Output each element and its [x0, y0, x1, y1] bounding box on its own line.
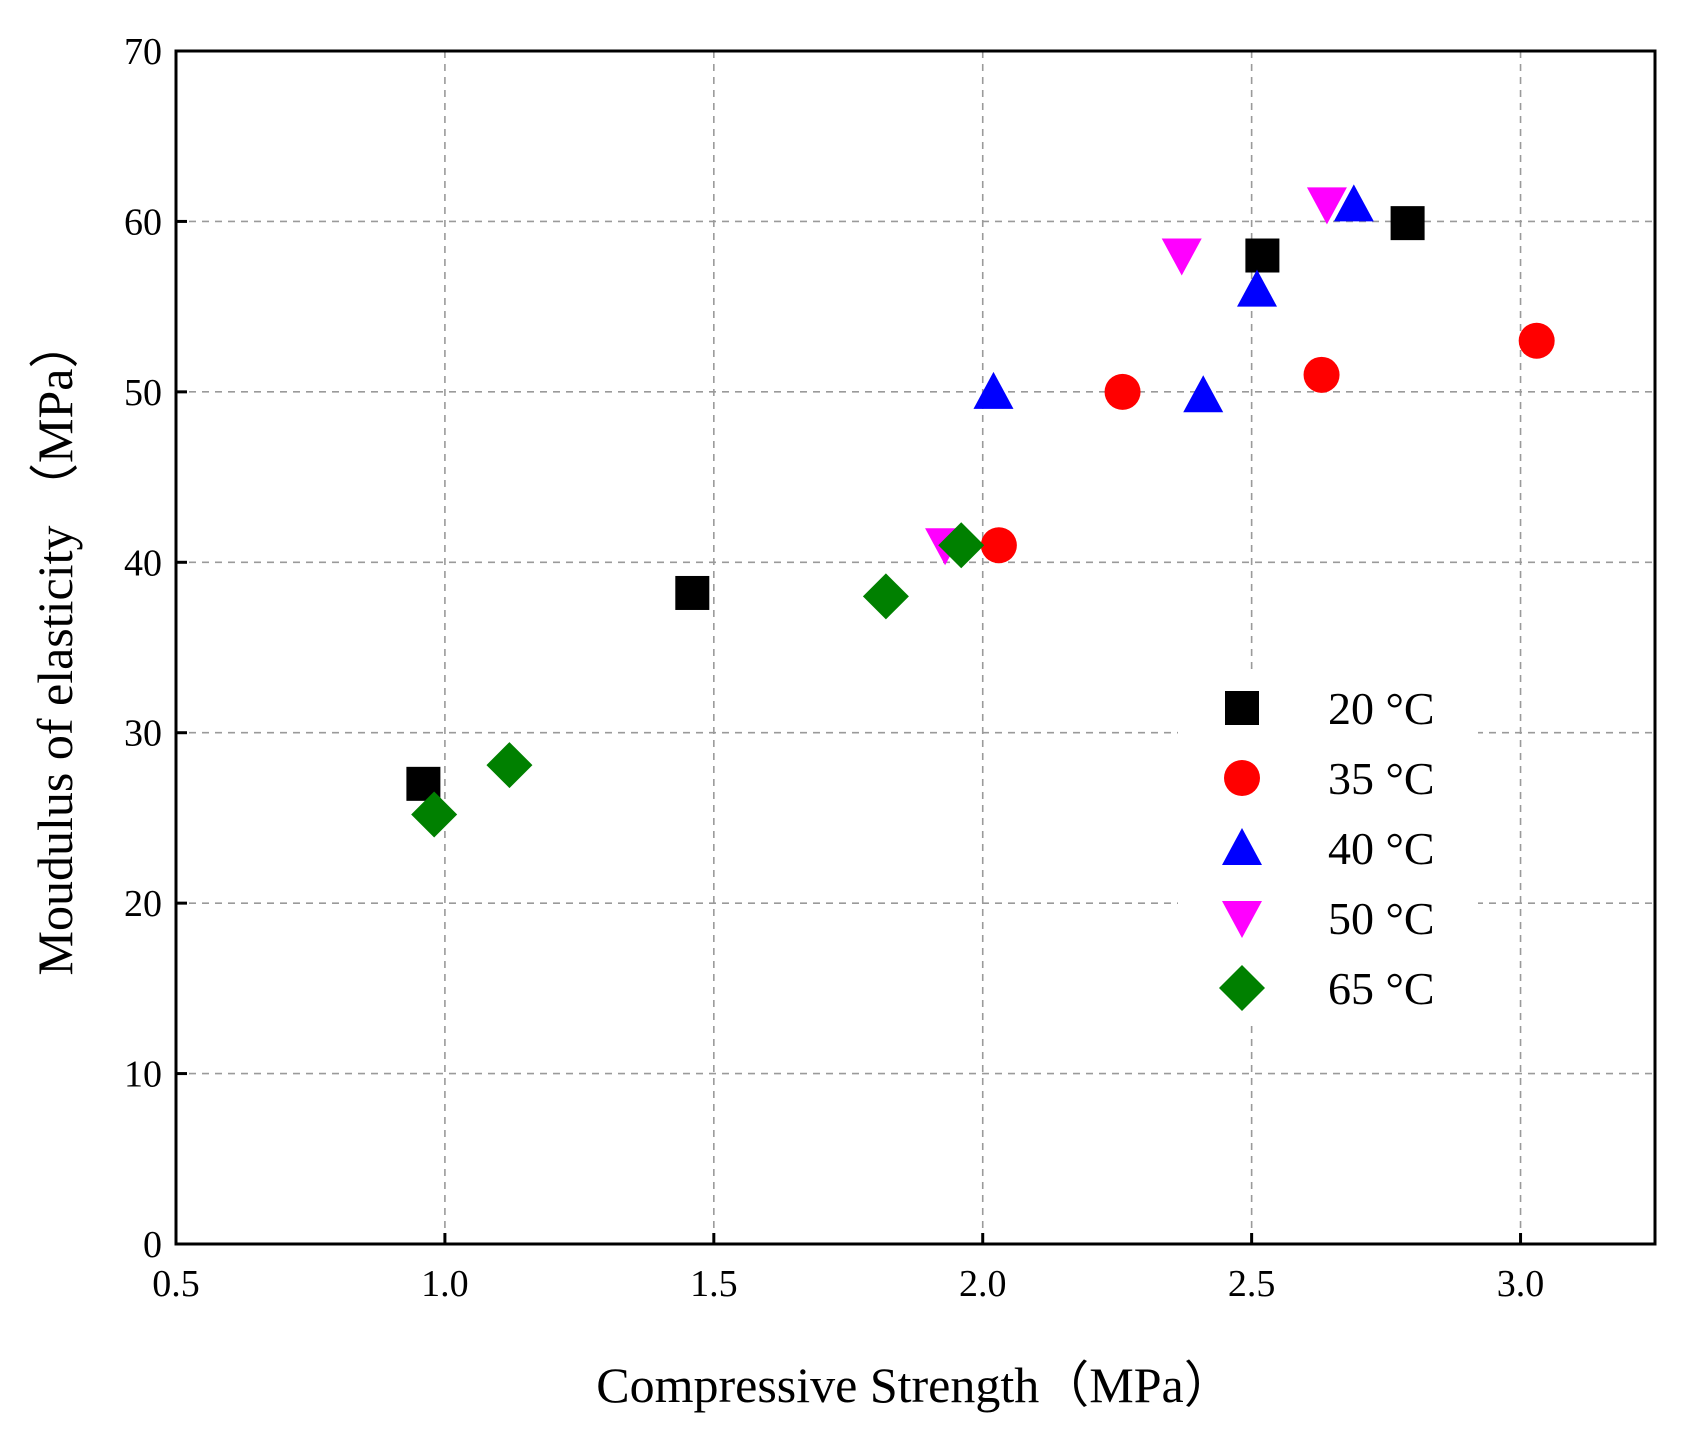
data-point-35CC: [980, 527, 1017, 564]
y-tick-label: 60: [124, 201, 162, 243]
data-point-20CC: [675, 575, 710, 610]
legend-marker: [1222, 901, 1262, 938]
data-point-65CC: [411, 791, 458, 838]
y-axis-title: Moudulus of elasticity （MPa）: [27, 319, 83, 976]
data-point-65CC: [862, 573, 909, 620]
y-tick-label: 20: [124, 883, 162, 925]
axis-ticks: 0.5 1.0 1.5 2.0 2.5 3.0 0 10 20 30 40 50 60 70: [124, 31, 1544, 1305]
legend-marker: [1222, 828, 1262, 865]
data-point-40CC: [1237, 269, 1278, 307]
data-point-35CC: [1303, 356, 1340, 393]
y-tick-label: 40: [124, 542, 162, 584]
x-tick-label: 1.0: [421, 1263, 469, 1305]
x-tick-label: 3.0: [1497, 1263, 1545, 1305]
data-point-50CC: [1161, 238, 1202, 276]
data-point-65CC: [486, 742, 533, 789]
legend-label: 50 °C: [1328, 893, 1435, 944]
x-tick-label: 0.5: [152, 1263, 200, 1305]
legend-marker: [1219, 965, 1265, 1011]
grid-lines: [176, 51, 1655, 1244]
legend-label: 35 °C: [1328, 753, 1435, 804]
legend-box: [1178, 672, 1478, 1024]
x-tick-label: 1.5: [690, 1263, 738, 1305]
data-point-20CC: [1245, 238, 1280, 273]
legend: 20 °C 35 °C 40 °C 50 °C 65 °C: [1178, 672, 1478, 1024]
legend-label: 40 °C: [1328, 823, 1435, 874]
legend-label: 65 °C: [1328, 963, 1435, 1014]
y-tick-label: 30: [124, 713, 162, 755]
x-tick-label: 2.5: [1228, 1263, 1276, 1305]
data-points: [406, 184, 1555, 838]
data-point-50CC: [1306, 187, 1347, 225]
legend-marker: [1225, 691, 1259, 725]
x-axis-title: Compressive Strength（MPa）: [596, 1357, 1233, 1413]
data-point-20CC: [1390, 206, 1425, 241]
y-tick-label: 70: [124, 31, 162, 73]
plot-frame: [174, 49, 1657, 1246]
legend-label: 20 °C: [1328, 683, 1435, 734]
x-tick-label: 2.0: [959, 1263, 1007, 1305]
y-tick-label: 50: [124, 372, 162, 414]
y-tick-label: 10: [124, 1054, 162, 1096]
data-point-65CC: [938, 522, 985, 569]
data-point-35CC: [1518, 322, 1555, 359]
data-point-40CC: [1333, 184, 1374, 222]
data-point-40CC: [973, 371, 1014, 409]
data-point-40CC: [1183, 375, 1224, 413]
legend-marker: [1224, 760, 1260, 796]
data-point-35CC: [1104, 373, 1141, 410]
y-tick-label: 0: [143, 1224, 162, 1266]
